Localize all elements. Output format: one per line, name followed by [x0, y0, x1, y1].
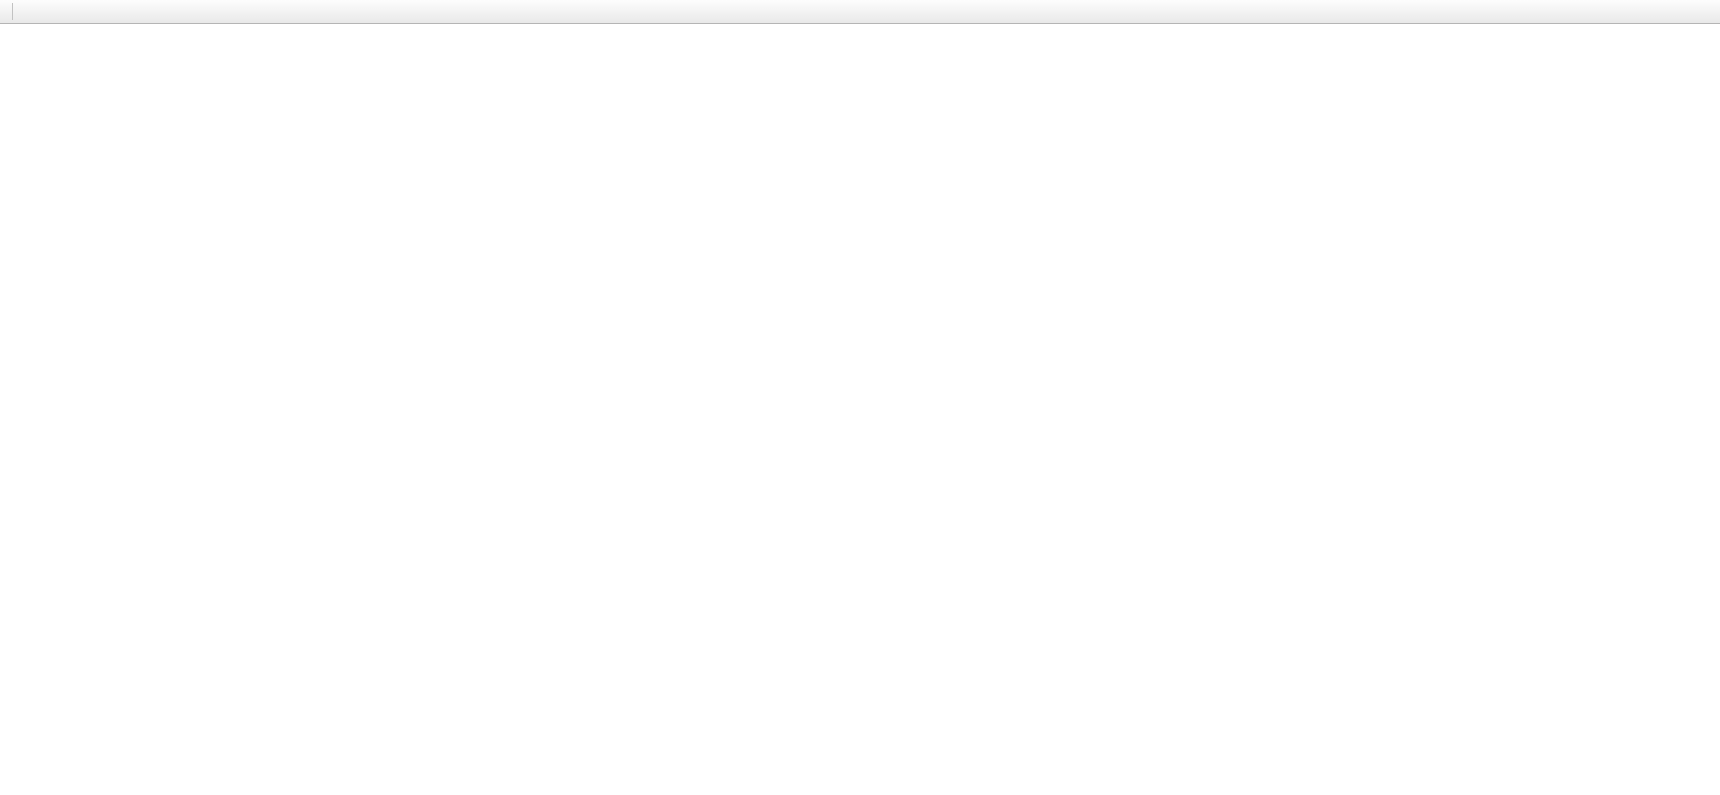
toolbar-separator — [12, 3, 13, 20]
toolbar — [0, 0, 1720, 24]
macd-label — [6, 505, 19, 516]
rsi-label — [6, 653, 13, 664]
chart-title — [6, 31, 16, 43]
